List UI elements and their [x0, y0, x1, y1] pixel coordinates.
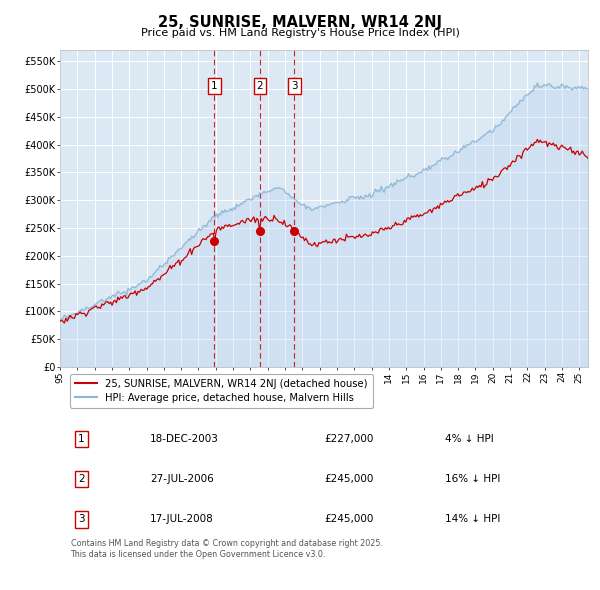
Text: 2: 2 — [78, 474, 85, 484]
Text: Contains HM Land Registry data © Crown copyright and database right 2025.
This d: Contains HM Land Registry data © Crown c… — [71, 539, 383, 559]
Text: 18-DEC-2003: 18-DEC-2003 — [150, 434, 218, 444]
Text: 3: 3 — [78, 514, 85, 525]
Text: 4% ↓ HPI: 4% ↓ HPI — [445, 434, 494, 444]
Text: 1: 1 — [78, 434, 85, 444]
Text: 25, SUNRISE, MALVERN, WR14 2NJ: 25, SUNRISE, MALVERN, WR14 2NJ — [158, 15, 442, 30]
Text: 17-JUL-2008: 17-JUL-2008 — [150, 514, 214, 525]
Legend: 25, SUNRISE, MALVERN, WR14 2NJ (detached house), HPI: Average price, detached ho: 25, SUNRISE, MALVERN, WR14 2NJ (detached… — [70, 373, 373, 408]
Text: 14% ↓ HPI: 14% ↓ HPI — [445, 514, 501, 525]
Text: £227,000: £227,000 — [324, 434, 373, 444]
Text: Price paid vs. HM Land Registry's House Price Index (HPI): Price paid vs. HM Land Registry's House … — [140, 28, 460, 38]
Text: 2: 2 — [256, 81, 263, 91]
Text: 16% ↓ HPI: 16% ↓ HPI — [445, 474, 501, 484]
Text: 27-JUL-2006: 27-JUL-2006 — [150, 474, 214, 484]
Text: 1: 1 — [211, 81, 218, 91]
Text: £245,000: £245,000 — [324, 514, 373, 525]
Text: £245,000: £245,000 — [324, 474, 373, 484]
Text: 3: 3 — [291, 81, 298, 91]
